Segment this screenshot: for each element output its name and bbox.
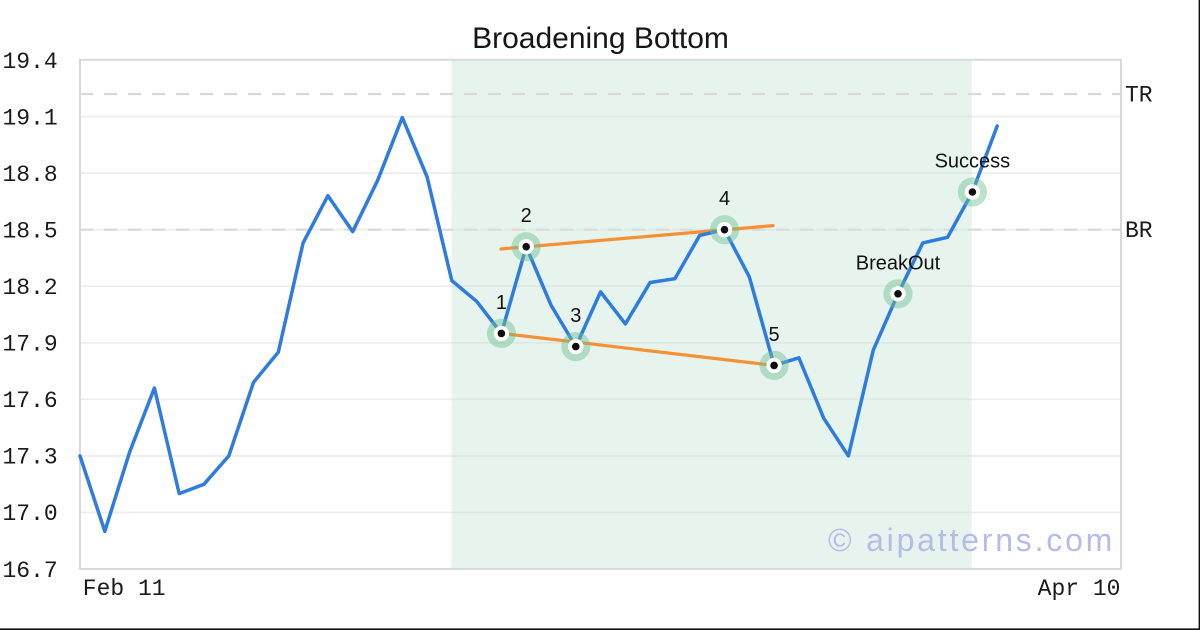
svg-text:4: 4 <box>719 188 730 210</box>
svg-text:17.6: 17.6 <box>2 388 57 414</box>
svg-text:© aipatterns.com: © aipatterns.com <box>828 522 1115 558</box>
svg-text:16.7: 16.7 <box>2 558 57 584</box>
svg-text:TR: TR <box>1125 82 1153 108</box>
svg-text:Apr 10: Apr 10 <box>1038 576 1121 602</box>
svg-text:19.1: 19.1 <box>2 106 57 132</box>
svg-text:2: 2 <box>521 205 532 227</box>
svg-text:BR: BR <box>1125 218 1153 244</box>
svg-text:17.9: 17.9 <box>2 332 57 358</box>
svg-text:17.0: 17.0 <box>2 501 57 527</box>
svg-text:5: 5 <box>769 324 780 346</box>
svg-text:18.5: 18.5 <box>2 219 57 245</box>
svg-text:18.8: 18.8 <box>2 162 57 188</box>
svg-text:Feb 11: Feb 11 <box>83 576 166 602</box>
svg-text:Broadening Bottom: Broadening Bottom <box>472 22 729 55</box>
svg-text:3: 3 <box>570 305 581 327</box>
svg-text:17.3: 17.3 <box>2 445 57 471</box>
svg-text:BreakOut: BreakOut <box>856 252 941 274</box>
svg-text:18.2: 18.2 <box>2 275 57 301</box>
svg-text:19.4: 19.4 <box>2 49 57 75</box>
svg-text:1: 1 <box>496 292 507 314</box>
svg-text:Success: Success <box>935 151 1011 173</box>
